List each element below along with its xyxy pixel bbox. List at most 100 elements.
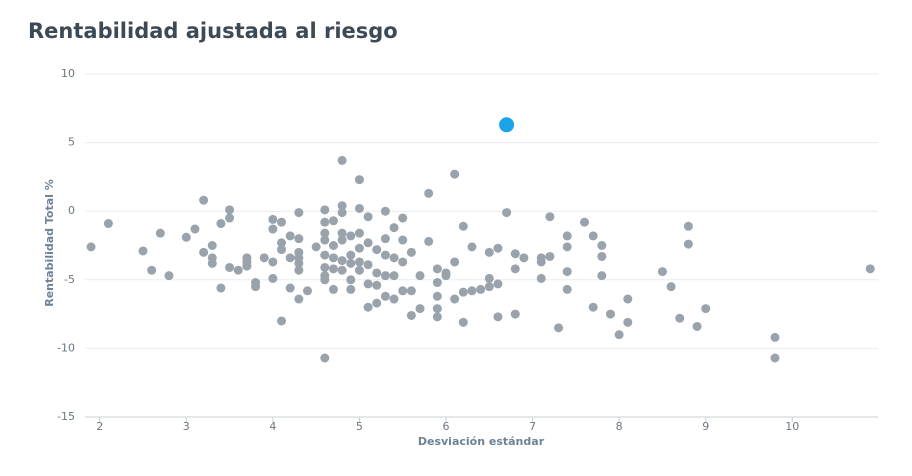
point [865, 264, 875, 274]
point [242, 261, 252, 271]
point [164, 271, 174, 281]
point [683, 221, 693, 231]
point [441, 271, 451, 281]
point [320, 262, 330, 272]
highlight-point [499, 117, 515, 133]
point [328, 264, 338, 274]
x-tick-label: 5 [356, 420, 363, 433]
point [398, 286, 408, 296]
x-tick-label: 4 [269, 420, 276, 433]
point [510, 249, 520, 259]
point [380, 271, 390, 281]
x-tick-label: 8 [616, 420, 623, 433]
point [294, 234, 304, 244]
point [450, 294, 460, 304]
point [216, 219, 226, 229]
point [458, 317, 468, 327]
point [398, 235, 408, 245]
x-tick-label: 7 [529, 420, 536, 433]
point [199, 195, 209, 205]
point [588, 231, 598, 241]
point [207, 258, 217, 268]
point [294, 258, 304, 268]
point [406, 247, 416, 257]
point [268, 273, 278, 283]
point [337, 235, 347, 245]
y-axis-label: Rentabilidad Total % [43, 179, 56, 307]
point [294, 208, 304, 218]
point [605, 309, 615, 319]
point [138, 246, 148, 256]
point [147, 265, 157, 275]
x-tick-label: 10 [785, 420, 799, 433]
point [337, 201, 347, 211]
point [328, 216, 338, 226]
point [450, 169, 460, 179]
chart-title: Rentabilidad ajustada al riesgo [28, 19, 398, 43]
point [328, 284, 338, 294]
point [545, 251, 555, 261]
point [268, 257, 278, 267]
point [675, 313, 685, 323]
point [432, 304, 442, 314]
y-tick-label: -5 [64, 273, 75, 286]
point [502, 208, 512, 218]
point [484, 273, 494, 283]
point [389, 271, 399, 281]
point [519, 253, 529, 263]
point [597, 241, 607, 250]
point [277, 245, 287, 255]
point [432, 291, 442, 301]
point [493, 279, 503, 289]
point [623, 317, 633, 327]
point [346, 250, 356, 260]
point [450, 257, 460, 267]
point [562, 231, 572, 241]
point [320, 217, 330, 227]
point [277, 238, 287, 248]
point [432, 312, 442, 322]
point [207, 241, 217, 250]
point [337, 155, 347, 165]
point [337, 265, 347, 275]
point [432, 264, 442, 274]
point [251, 282, 261, 292]
point [389, 294, 399, 304]
point [363, 238, 373, 248]
point [372, 268, 382, 278]
point [337, 208, 347, 218]
point [363, 302, 373, 312]
point [337, 228, 347, 238]
point [406, 286, 416, 296]
point [493, 312, 503, 322]
point [346, 275, 356, 285]
point [268, 214, 278, 224]
point [415, 304, 425, 314]
point [380, 291, 390, 301]
point [225, 213, 235, 223]
point [372, 245, 382, 255]
point [320, 205, 330, 215]
point [86, 242, 96, 252]
point [354, 228, 364, 238]
point [285, 231, 295, 241]
point [510, 309, 520, 319]
point [770, 353, 780, 363]
point [554, 323, 564, 333]
point [354, 203, 364, 213]
point [536, 273, 546, 283]
point [657, 267, 667, 277]
point [510, 264, 520, 274]
point [562, 267, 572, 277]
point [302, 286, 312, 296]
point [389, 253, 399, 263]
point [484, 247, 494, 257]
point [380, 250, 390, 260]
point [225, 262, 235, 272]
point [181, 232, 191, 242]
point [320, 250, 330, 260]
point [294, 265, 304, 275]
point [597, 251, 607, 261]
point [320, 353, 330, 363]
y-tick-label: 5 [68, 136, 75, 149]
